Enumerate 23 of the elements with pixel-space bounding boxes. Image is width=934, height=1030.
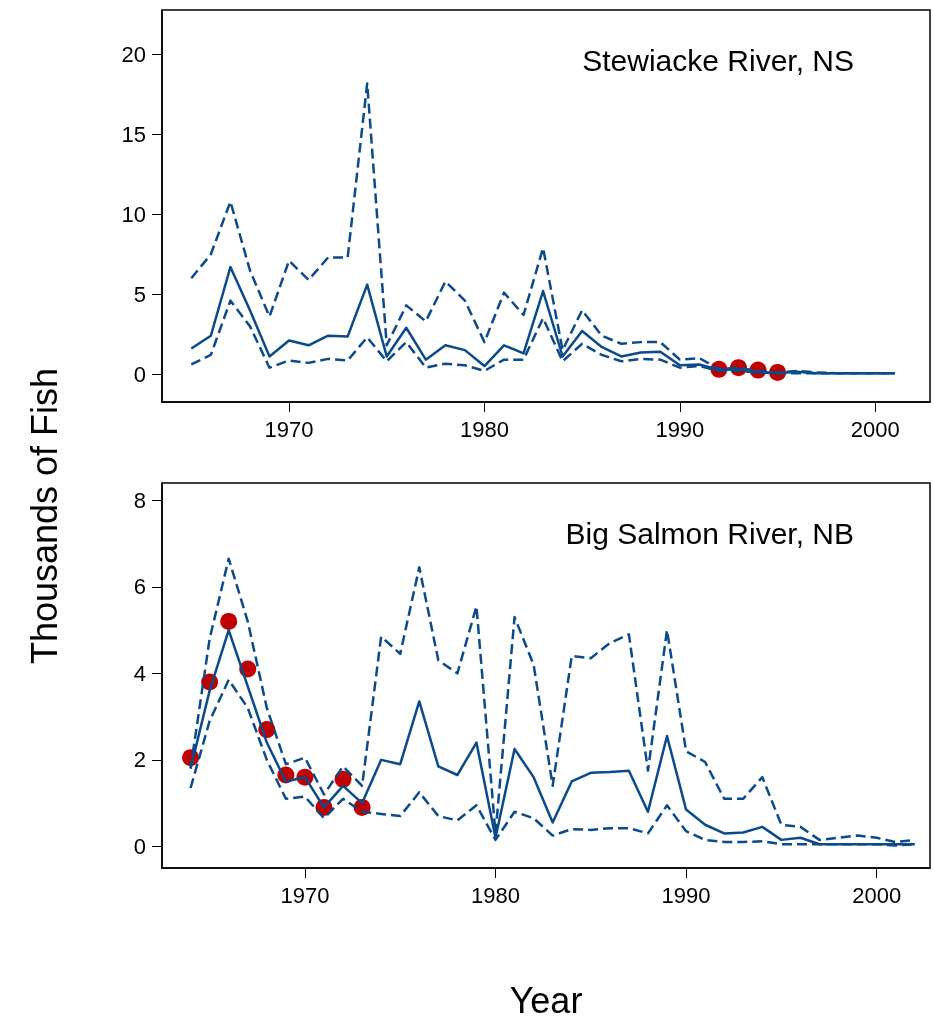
- y-tick-label: 8: [133, 487, 146, 513]
- point: [220, 612, 238, 630]
- y-tick-label: 4: [133, 660, 146, 686]
- y-axis-title: Thousands of Fish: [24, 366, 66, 667]
- x-tick-label: 1990: [661, 882, 711, 908]
- y-tick-label: 5: [133, 281, 146, 307]
- y-tick-label: 0: [133, 833, 146, 859]
- y-tick-label: 0: [133, 361, 146, 387]
- y-tick-label: 20: [121, 42, 146, 68]
- x-axis-title: Year: [508, 980, 584, 1022]
- x-tick-label: 1980: [471, 882, 520, 908]
- text: Big Salmon River, NB: [565, 516, 855, 550]
- y-tick-label: 6: [133, 574, 146, 600]
- x-tick-label: 2000: [850, 416, 900, 442]
- x-tick-label: 1990: [655, 416, 705, 442]
- x-tick-label: 1980: [459, 416, 509, 442]
- text: Stewiacke River, NS: [582, 43, 855, 77]
- y-tick-label: 15: [121, 122, 146, 148]
- x-tick-label: 1970: [280, 882, 330, 908]
- y-tick-label: 10: [121, 201, 146, 227]
- x-tick-label: 2000: [852, 882, 902, 908]
- y-tick-label: 2: [133, 747, 146, 773]
- x-tick-label: 1970: [264, 416, 314, 442]
